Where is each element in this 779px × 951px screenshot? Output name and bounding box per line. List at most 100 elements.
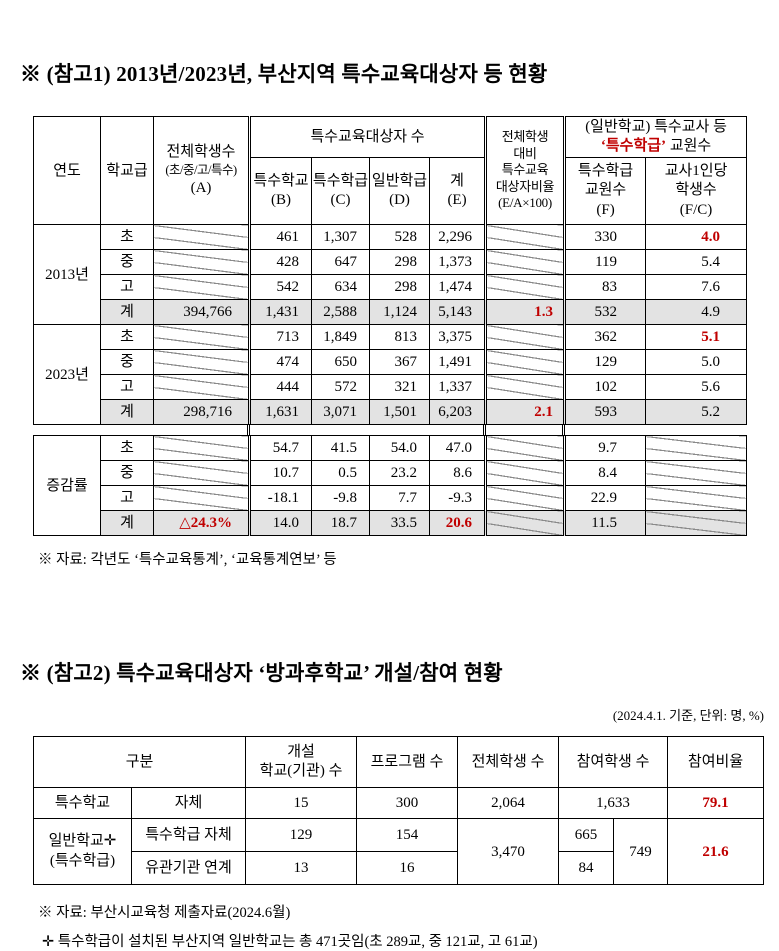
divider	[483, 424, 486, 436]
diagonal-cell	[484, 249, 566, 275]
diagonal-cell	[484, 485, 565, 511]
section-label-cell: 2023년	[33, 324, 101, 425]
header-line: 특수학교	[253, 172, 309, 189]
data-cell: 47.0	[429, 435, 486, 461]
data-cell: 650	[311, 349, 370, 375]
data-cell: 22.9	[563, 485, 646, 511]
row-label-cell: 계	[100, 299, 154, 325]
data-cell: 3,375	[428, 324, 487, 350]
data-cell: 33.5	[369, 510, 430, 536]
data-cell: 367	[369, 349, 430, 375]
header-line: (F)	[596, 201, 615, 218]
header-ratio: 전체학생 대비 특수교육 대상자비율 (E/A×100)	[484, 116, 566, 225]
table-row: 중 10.7 0.5 23.2 8.6 8.4	[34, 460, 747, 486]
row-label-cell: 특수학교	[33, 787, 132, 819]
header-line: 특수교육	[501, 162, 549, 178]
row-label-cell: 계	[100, 510, 154, 536]
header-year: 연도	[33, 116, 101, 225]
data-cell: 428	[248, 249, 312, 275]
header-line: (C)	[330, 192, 351, 208]
data-cell: 298,716	[153, 399, 250, 425]
data-cell: 2,064	[457, 787, 560, 819]
data-cell: 634	[311, 274, 370, 300]
data-cell: 593	[563, 399, 647, 425]
header-line: 학교(기관) 수	[259, 763, 343, 779]
header-teachers-group: (일반학교) 특수교사 등 ‘특수학급’ 교원수	[563, 116, 748, 158]
header-participation-rate: 참여비율	[667, 736, 765, 788]
data-cell: 1,491	[428, 349, 487, 375]
data-cell: 1,124	[369, 299, 430, 325]
divider	[562, 424, 565, 436]
header-programs: 프로그램 수	[356, 736, 459, 788]
data-cell: 3,071	[311, 399, 370, 425]
diagonal-cell	[645, 460, 747, 486]
data-cell: -18.1	[248, 485, 312, 511]
data-cell: 5.2	[645, 399, 748, 425]
header-sum: 계 (E)	[428, 157, 487, 225]
data-cell: 54.7	[248, 435, 312, 461]
source-note-2: ※ 자료: 부산시교육청 제출자료(2024.6월)	[38, 905, 291, 921]
data-cell: 813	[369, 324, 430, 350]
header-line: (F/C)	[679, 201, 713, 218]
header-line: 개설	[287, 743, 315, 760]
data-cell: 572	[311, 374, 370, 400]
header-line: (초/중/고/특수)	[165, 163, 237, 178]
data-cell: 129	[563, 349, 647, 375]
row-label-cell: 중	[100, 249, 154, 275]
header-target-group: 특수교육대상자 수	[247, 116, 487, 158]
data-cell: 9.7	[563, 435, 646, 461]
header-special-school: 특수학교 (B)	[248, 157, 312, 225]
data-cell: 11.5	[563, 510, 646, 536]
header-line: (A)	[190, 179, 212, 196]
header-line: 학생수	[675, 182, 717, 199]
data-cell: 1,849	[311, 324, 370, 350]
data-cell: 129	[245, 818, 358, 852]
data-cell: 7.7	[369, 485, 430, 511]
diagonal-cell	[153, 435, 250, 461]
row-label-cell: 유관기관 연계	[130, 851, 247, 885]
row-label-cell: 초	[100, 224, 154, 250]
diagonal-cell	[484, 349, 566, 375]
data-cell: 362	[563, 324, 647, 350]
header-line: 교사1인당	[664, 162, 728, 179]
data-cell: 83	[563, 274, 647, 300]
data-cell: 54.0	[369, 435, 430, 461]
table-header-row: 구분 개설 학교(기관) 수 프로그램 수 전체학생 수 참여학생 수 참여비율	[32, 736, 765, 788]
data-cell: 1,631	[248, 399, 312, 425]
table-row: 유관기관 연계 13 16 84	[34, 851, 764, 885]
source-note-1: ※ 자료: 각년도 ‘특수교육통계’, ‘교육통계연보’ 등	[38, 552, 337, 568]
data-cell: 1,431	[248, 299, 312, 325]
data-cell: 14.0	[248, 510, 312, 536]
sum-row: 계 394,766 1,431 2,588 1,124 5,143 1.3 53…	[34, 299, 748, 325]
diagonal-cell	[153, 324, 250, 350]
data-cell: 1,501	[369, 399, 430, 425]
data-cell: -9.8	[311, 485, 370, 511]
header-participants: 참여학생 수	[558, 736, 669, 788]
row-label-cell: 중	[100, 349, 154, 375]
data-cell: 5.4	[645, 249, 748, 275]
data-cell: 84	[558, 851, 615, 885]
header-line: 교원수	[584, 182, 627, 199]
data-cell: 532	[563, 299, 647, 325]
data-cell: 1.3	[484, 299, 566, 325]
table-row: 고 444 572 321 1,337 102 5.6	[34, 374, 748, 400]
data-cell: 5,143	[428, 299, 487, 325]
diagonal-cell	[484, 460, 565, 486]
diagonal-cell	[153, 374, 250, 400]
header-school-level: 학교급	[100, 116, 154, 225]
data-cell: 2,588	[311, 299, 370, 325]
table-row: 중 428 647 298 1,373 119 5.4	[34, 249, 748, 275]
diagonal-cell	[645, 435, 747, 461]
data-cell: 1,307	[311, 224, 370, 250]
table-row: 중 474 650 367 1,491 129 5.0	[34, 349, 748, 375]
table-row: 2013년 초 461 1,307 528 2,296 330 4.0	[33, 224, 748, 325]
header-line: 일반학급	[371, 172, 428, 189]
data-cell: 394,766	[153, 299, 250, 325]
section-2013: 2013년 초 461 1,307 528 2,296 330 4.0 중 42…	[33, 224, 748, 325]
header-category: 구분	[32, 736, 247, 788]
data-cell: 79.1	[667, 787, 765, 819]
row-label-cell: 고	[100, 485, 154, 511]
data-cell: 4.0	[645, 224, 748, 250]
table-row: 2023년 초 713 1,849 813 3,375 362 5.1	[33, 324, 748, 425]
header-line-rest: 교원수	[666, 138, 712, 154]
